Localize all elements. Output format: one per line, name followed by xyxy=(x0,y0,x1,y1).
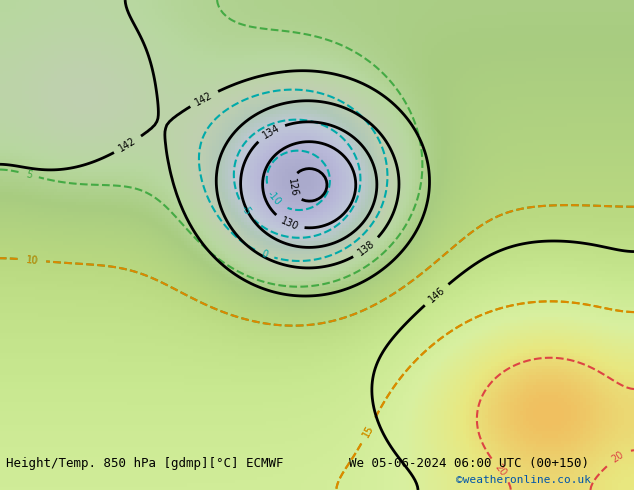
Text: ©weatheronline.co.uk: ©weatheronline.co.uk xyxy=(456,475,592,485)
Text: 15: 15 xyxy=(361,423,375,439)
Text: 15: 15 xyxy=(361,423,375,439)
Text: 126: 126 xyxy=(285,177,299,197)
Text: 0: 0 xyxy=(260,248,269,260)
Text: 20: 20 xyxy=(610,449,626,465)
Text: 138: 138 xyxy=(356,239,377,258)
Text: 142: 142 xyxy=(193,90,214,107)
Text: 5: 5 xyxy=(24,169,33,180)
Text: 130: 130 xyxy=(279,215,300,232)
Text: 20: 20 xyxy=(493,463,508,478)
Text: 142: 142 xyxy=(117,136,138,154)
Text: -10: -10 xyxy=(265,189,283,208)
Text: We 05-06-2024 06:00 UTC (00+150): We 05-06-2024 06:00 UTC (00+150) xyxy=(349,457,589,470)
Text: 146: 146 xyxy=(426,285,447,304)
Text: -5: -5 xyxy=(239,203,253,218)
Text: 10: 10 xyxy=(25,255,39,266)
Text: 134: 134 xyxy=(261,123,281,141)
Text: 10: 10 xyxy=(25,255,39,266)
Text: Height/Temp. 850 hPa [gdmp][°C] ECMWF: Height/Temp. 850 hPa [gdmp][°C] ECMWF xyxy=(6,457,284,470)
